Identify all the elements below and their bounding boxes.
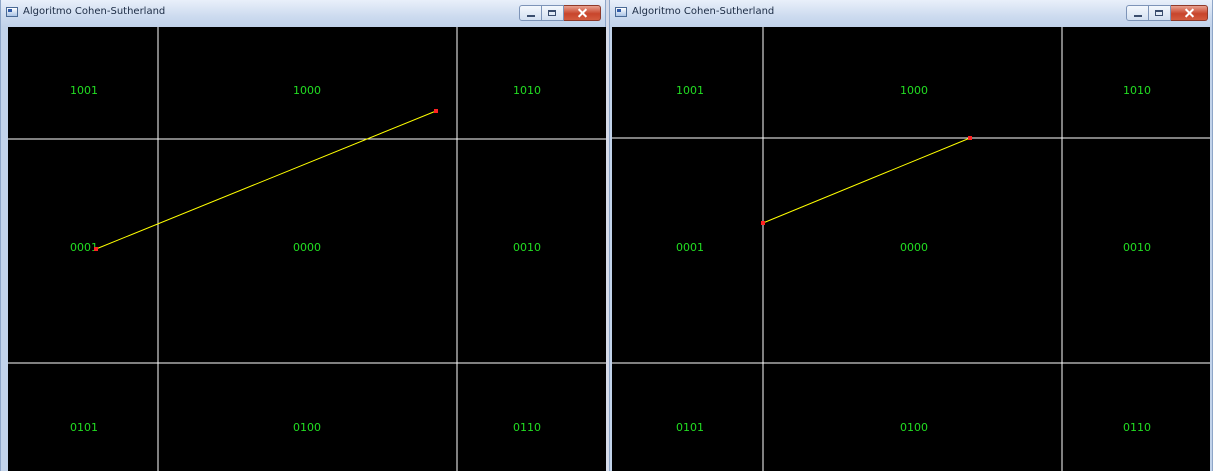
region-code-1010: 1010 [1123,84,1151,97]
region-code-0001: 0001 [676,241,704,254]
window-title: Algoritmo Cohen-Sutherland [632,6,775,17]
app-icon[interactable] [6,7,18,17]
region-code-0001: 0001 [70,241,98,254]
region-code-0010: 0010 [1123,241,1151,254]
clipped-endpoint-start[interactable] [761,221,765,225]
clipped-line-segment [762,137,971,224]
region-code-0110: 0110 [1123,421,1151,434]
region-code-0100: 0100 [293,421,321,434]
clipping-canvas-svg: 1001 1000 1010 0001 0000 0010 0101 0100 … [612,27,1210,471]
region-code-1000: 1000 [293,84,321,97]
region-code-0101: 0101 [70,421,98,434]
minimize-button[interactable] [1126,5,1149,21]
region-code-0100: 0100 [900,421,928,434]
close-button[interactable] [1171,5,1208,21]
window-title: Algoritmo Cohen-Sutherland [23,6,166,17]
drawing-canvas[interactable]: 1001 1000 1010 0001 0000 0010 0101 0100 … [8,27,606,471]
region-code-1010: 1010 [513,84,541,97]
clipped-endpoint-end[interactable] [968,136,972,140]
titlebar[interactable]: Algoritmo Cohen-Sutherland [1,0,605,27]
caption-buttons [1126,5,1208,22]
titlebar[interactable]: Algoritmo Cohen-Sutherland [610,0,1212,27]
region-code-0010: 0010 [513,241,541,254]
region-code-1000: 1000 [900,84,928,97]
region-code-0110: 0110 [513,421,541,434]
window-left: Algoritmo Cohen-Sutherland 1001 1000 101… [0,0,606,471]
clipping-canvas-svg: 1001 1000 1010 0001 0000 0010 0101 0100 … [8,27,606,471]
region-code-0000: 0000 [293,241,321,254]
caption-buttons [519,5,601,22]
app-icon[interactable] [615,7,627,17]
line-endpoint-end[interactable] [434,109,438,113]
close-button[interactable] [564,5,601,21]
region-code-1001: 1001 [676,84,704,97]
drawing-canvas[interactable]: 1001 1000 1010 0001 0000 0010 0101 0100 … [612,27,1210,471]
region-code-1001: 1001 [70,84,98,97]
minimize-button[interactable] [519,5,542,21]
region-code-0101: 0101 [676,421,704,434]
maximize-button[interactable] [542,5,564,21]
maximize-button[interactable] [1149,5,1171,21]
region-code-0000: 0000 [900,241,928,254]
line-segment [95,110,437,250]
window-right: Algoritmo Cohen-Sutherland 1001 1000 101… [609,0,1213,471]
line-endpoint-start[interactable] [94,247,98,251]
